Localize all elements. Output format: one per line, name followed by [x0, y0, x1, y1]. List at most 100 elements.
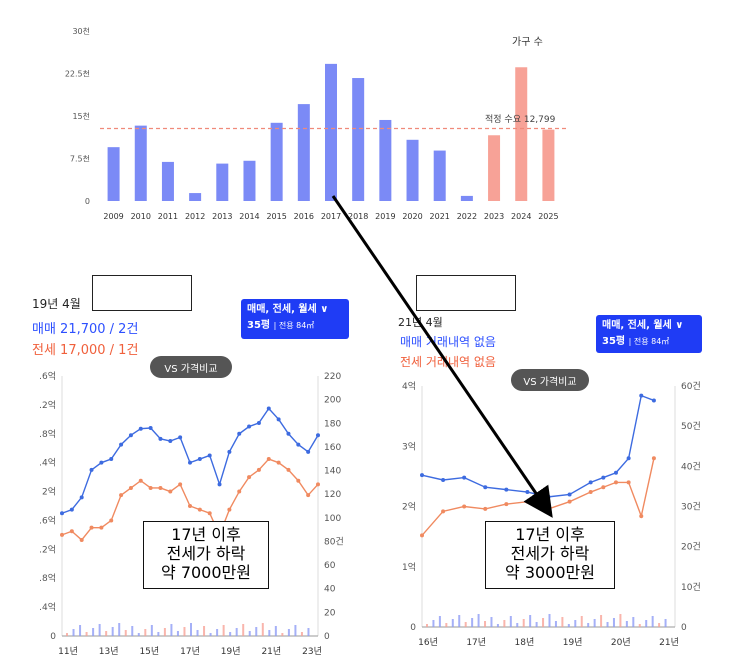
right-point-매매 [601, 475, 606, 480]
left-point-전세 [168, 489, 173, 494]
left-volume-bar [163, 628, 166, 636]
left-jeonse-info: 전세 17,000 / 1건 [32, 343, 139, 358]
left-volume-bar [111, 627, 114, 636]
left-point-전세 [128, 485, 133, 490]
left-volume-bar [79, 625, 82, 636]
right-x-tick: 16년 [418, 637, 438, 648]
right-x-tick: 17년 [466, 637, 486, 648]
right-point-전세 [651, 456, 656, 461]
right-y-left-tick: 0 [410, 623, 416, 633]
left-point-전세 [60, 532, 64, 537]
left-price-chart: 0 .4억 .8억 .2억 .6억 2억 .4억 .8억 .2억 .6억 0 20 40 60 80건 100… [39, 370, 344, 657]
left-point-매매 [178, 435, 183, 440]
left-x-tick: 11년 [58, 646, 78, 657]
top-y-tick: 0 [85, 197, 90, 206]
top-x-tick: 2015 [266, 212, 286, 221]
right-volume-bar [451, 619, 454, 627]
right-x-tick: 19년 [563, 637, 583, 648]
left-point-매매 [79, 495, 84, 500]
left-y-right-tick: 180 [324, 419, 341, 429]
right-point-전세 [626, 480, 631, 485]
top-x-tick: 2025 [538, 212, 558, 221]
left-point-전세 [207, 511, 212, 516]
left-volume-bar [150, 625, 153, 636]
right-volume-bar [503, 620, 506, 627]
bar-2010 [134, 125, 147, 201]
left-volume-bar [294, 625, 297, 636]
left-y-left-tick: .4억 [39, 601, 56, 613]
bar-2011 [161, 161, 174, 201]
left-volume-bar [190, 623, 192, 636]
right-volume-bar [542, 618, 545, 627]
right-volume-bar [548, 614, 551, 627]
left-x-tick: 23년 [302, 646, 322, 657]
left-y-left-tick: 0 [50, 632, 56, 642]
bar-2015 [270, 122, 283, 201]
left-tag: 인접 구 [92, 275, 192, 311]
right-point-매매 [525, 490, 530, 495]
left-point-매매 [296, 442, 301, 447]
left-point-전세 [79, 537, 84, 542]
left-y-right-tick: 0 [324, 632, 330, 642]
left-y-right-tick: 100 [324, 514, 341, 524]
left-volume-bar [176, 631, 179, 636]
left-compare-button[interactable]: VS 가격비교 [150, 356, 232, 378]
left-point-매매 [316, 433, 320, 438]
top-x-tick: 2021 [430, 212, 450, 221]
left-point-매매 [158, 436, 163, 441]
left-volume-bar [235, 628, 238, 636]
right-filter-select[interactable]: 매매, 전세, 월세 ∨ 35평 | 전용 84㎡ [596, 315, 702, 353]
bar-2016 [297, 104, 310, 201]
left-volume-bar [268, 630, 271, 636]
bar-2020 [406, 139, 419, 201]
left-point-매매 [197, 457, 202, 462]
left-point-전세 [178, 482, 183, 487]
top-x-tick: 2013 [212, 212, 232, 221]
left-y-right-tick: 40 [324, 585, 336, 595]
right-annotation: 17년 이후 전세가 하락 약 3000만원 [485, 521, 615, 589]
left-volume-bar [66, 633, 68, 636]
left-volume-bar [255, 627, 258, 636]
right-point-전세 [420, 533, 424, 538]
left-point-매매 [227, 449, 232, 454]
left-y-left-tick: .2억 [39, 399, 56, 411]
top-x-tick: 2014 [239, 212, 259, 221]
left-point-매매 [217, 482, 222, 487]
left-volume-bar [85, 632, 88, 636]
top-x-tick: 2022 [457, 212, 477, 221]
right-volume-bar [490, 617, 493, 627]
left-point-매매 [69, 507, 74, 512]
left-y-right-tick: 200 [324, 396, 341, 406]
left-point-전세 [286, 467, 291, 472]
right-point-전세 [441, 509, 446, 514]
left-volume-bar [229, 632, 232, 636]
right-volume-bar [529, 615, 532, 627]
top-x-tick: 2016 [294, 212, 314, 221]
left-point-전세 [148, 485, 153, 490]
left-volume-bar [222, 625, 225, 636]
left-volume-bar [144, 629, 147, 636]
left-x-tick: 15년 [139, 646, 159, 657]
left-point-전세 [99, 525, 104, 530]
right-volume-bar [561, 617, 564, 627]
top-x-tick: 2012 [185, 212, 205, 221]
right-point-매매 [483, 485, 488, 490]
right-point-전세 [525, 499, 530, 504]
top-x-tick: 2017 [321, 212, 341, 221]
left-filter-select[interactable]: 매매, 전세, 월세 ∨ 35평 | 전용 84㎡ [241, 299, 349, 339]
top-x-tick: 2011 [158, 212, 178, 221]
right-volume-bar [477, 614, 480, 627]
left-y-left-tick: .6억 [39, 370, 56, 382]
right-volume-bar [567, 624, 570, 627]
left-y-right-tick: 140 [324, 467, 341, 477]
left-y-right-tick: 120 [324, 490, 341, 500]
top-bars [107, 63, 555, 202]
left-volume-bar [92, 628, 95, 636]
left-point-매매 [286, 431, 291, 436]
right-volume-bar [664, 619, 667, 627]
left-x-tick: 17년 [180, 646, 200, 657]
left-y-right-tick: 160 [324, 443, 341, 453]
right-volume-bar [464, 622, 467, 627]
right-point-전세 [613, 480, 618, 485]
top-x-tick: 2018 [348, 212, 368, 221]
